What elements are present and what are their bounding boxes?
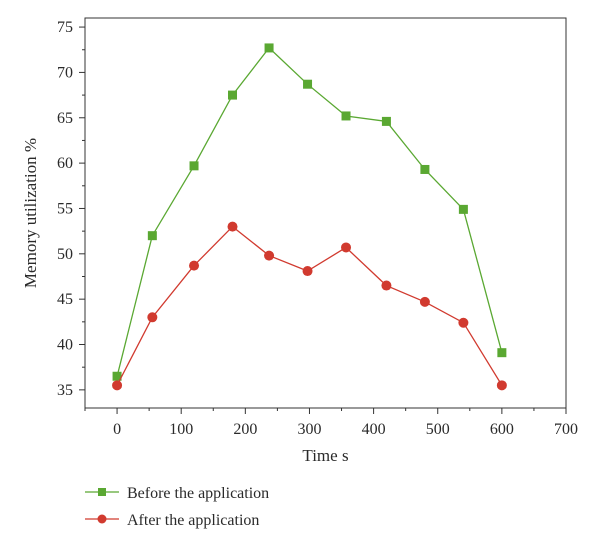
- series-after: [112, 221, 507, 391]
- x-tick-label: 300: [297, 421, 321, 438]
- y-tick-label: 55: [57, 200, 73, 217]
- data-point: [381, 116, 391, 126]
- x-tick-label: 200: [233, 421, 257, 438]
- plot-frame: [84, 17, 567, 409]
- x-tick-label: 500: [426, 421, 450, 438]
- y-tick-label: 70: [57, 64, 73, 81]
- legend-item-before: Before the application: [85, 485, 269, 502]
- series-line: [116, 46, 503, 377]
- y-tick-label: 65: [57, 110, 73, 127]
- data-point: [147, 312, 158, 323]
- legend: Before the application After the applica…: [85, 485, 269, 529]
- y-axis-title: Memory utilization %: [21, 138, 40, 288]
- data-point: [227, 221, 238, 232]
- data-point: [458, 317, 469, 328]
- data-point: [112, 371, 122, 381]
- data-point: [497, 348, 507, 358]
- axes: 0 100 200 300 400 500 600 700 35 40 45 50 55 60 65 70 75: [57, 17, 578, 438]
- data-point: [341, 111, 351, 121]
- y-tick-label: 50: [57, 246, 73, 263]
- x-tick-label: 100: [169, 421, 193, 438]
- x-tick-label: 400: [362, 421, 386, 438]
- y-tick-label: 60: [57, 155, 73, 172]
- data-point: [496, 380, 507, 391]
- x-tick-label: 0: [113, 421, 121, 438]
- x-tick-label: 600: [490, 421, 514, 438]
- data-point: [112, 380, 123, 391]
- y-tick-label: 35: [57, 382, 73, 399]
- data-point: [458, 204, 468, 214]
- data-point: [228, 90, 238, 100]
- series-line: [116, 225, 503, 386]
- x-axis-title: Time s: [302, 446, 348, 465]
- data-point: [189, 161, 199, 171]
- data-point: [264, 250, 275, 261]
- data-point: [302, 266, 313, 277]
- legend-marker-after: [97, 514, 107, 524]
- legend-label-before: Before the application: [127, 485, 269, 502]
- y-tick-label: 45: [57, 291, 73, 308]
- data-point: [341, 242, 352, 253]
- legend-label-after: After the application: [127, 512, 259, 529]
- x-tick-label: 700: [554, 421, 578, 438]
- legend-marker-before: [98, 488, 106, 496]
- data-point: [189, 260, 200, 271]
- y-tick-label: 40: [57, 337, 73, 354]
- y-tick-label: 75: [57, 19, 73, 36]
- data-point: [419, 296, 430, 307]
- data-point: [264, 43, 274, 53]
- series-before: [112, 43, 507, 381]
- legend-item-after: After the application: [85, 512, 259, 529]
- data-point: [381, 280, 392, 291]
- data-point: [420, 164, 430, 174]
- series-layer: [112, 43, 507, 391]
- data-point: [147, 231, 157, 241]
- data-point: [303, 79, 313, 89]
